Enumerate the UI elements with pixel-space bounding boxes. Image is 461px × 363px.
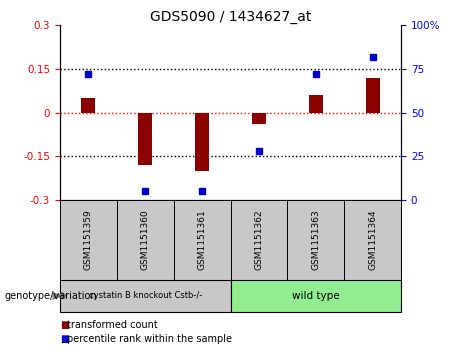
Bar [60, 280, 230, 312]
Text: GSM1151364: GSM1151364 [368, 209, 377, 270]
Bar [117, 200, 174, 280]
Bar [230, 200, 287, 280]
Text: ■: ■ [60, 320, 69, 330]
Bar [309, 95, 323, 113]
Text: wild type: wild type [292, 291, 340, 301]
Text: transformed count: transformed count [67, 320, 158, 330]
Bar [138, 113, 152, 165]
Bar [174, 200, 230, 280]
Text: GSM1151361: GSM1151361 [198, 209, 207, 270]
Text: GSM1151360: GSM1151360 [141, 209, 150, 270]
Title: GDS5090 / 1434627_at: GDS5090 / 1434627_at [150, 11, 311, 24]
Text: cystatin B knockout Cstb-/-: cystatin B knockout Cstb-/- [89, 291, 202, 300]
Bar [366, 78, 380, 113]
Bar [81, 98, 95, 113]
Text: genotype/variation: genotype/variation [5, 291, 97, 301]
Text: GSM1151362: GSM1151362 [254, 209, 263, 270]
Bar [344, 200, 401, 280]
Bar [60, 200, 117, 280]
Text: percentile rank within the sample: percentile rank within the sample [67, 334, 232, 344]
Text: GSM1151363: GSM1151363 [311, 209, 320, 270]
Text: GSM1151359: GSM1151359 [84, 209, 93, 270]
Text: ■: ■ [60, 334, 69, 344]
Bar [252, 113, 266, 124]
Bar [195, 113, 209, 171]
Bar [287, 200, 344, 280]
Bar [230, 280, 401, 312]
